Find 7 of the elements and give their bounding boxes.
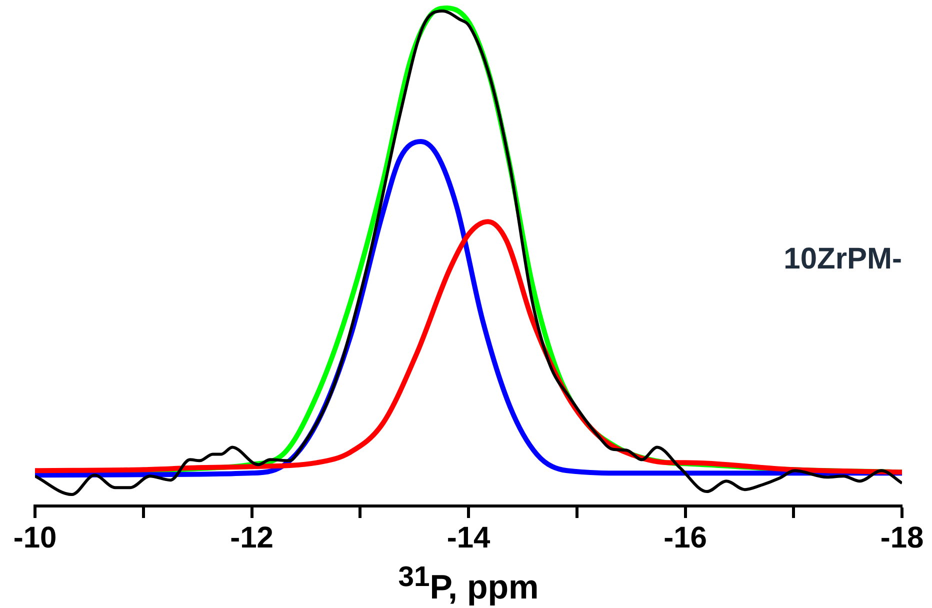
x-tick-label: -18 (880, 521, 924, 554)
x-tick-label: -10 (13, 521, 57, 554)
x-tick-label: -16 (664, 521, 707, 554)
annotation: 10ZrPM- (784, 242, 902, 276)
x-tick-label: -12 (230, 521, 274, 554)
x-axis-title: $^{31}$P, ppm (397, 560, 540, 608)
x-tick-label: -14 (446, 521, 490, 554)
